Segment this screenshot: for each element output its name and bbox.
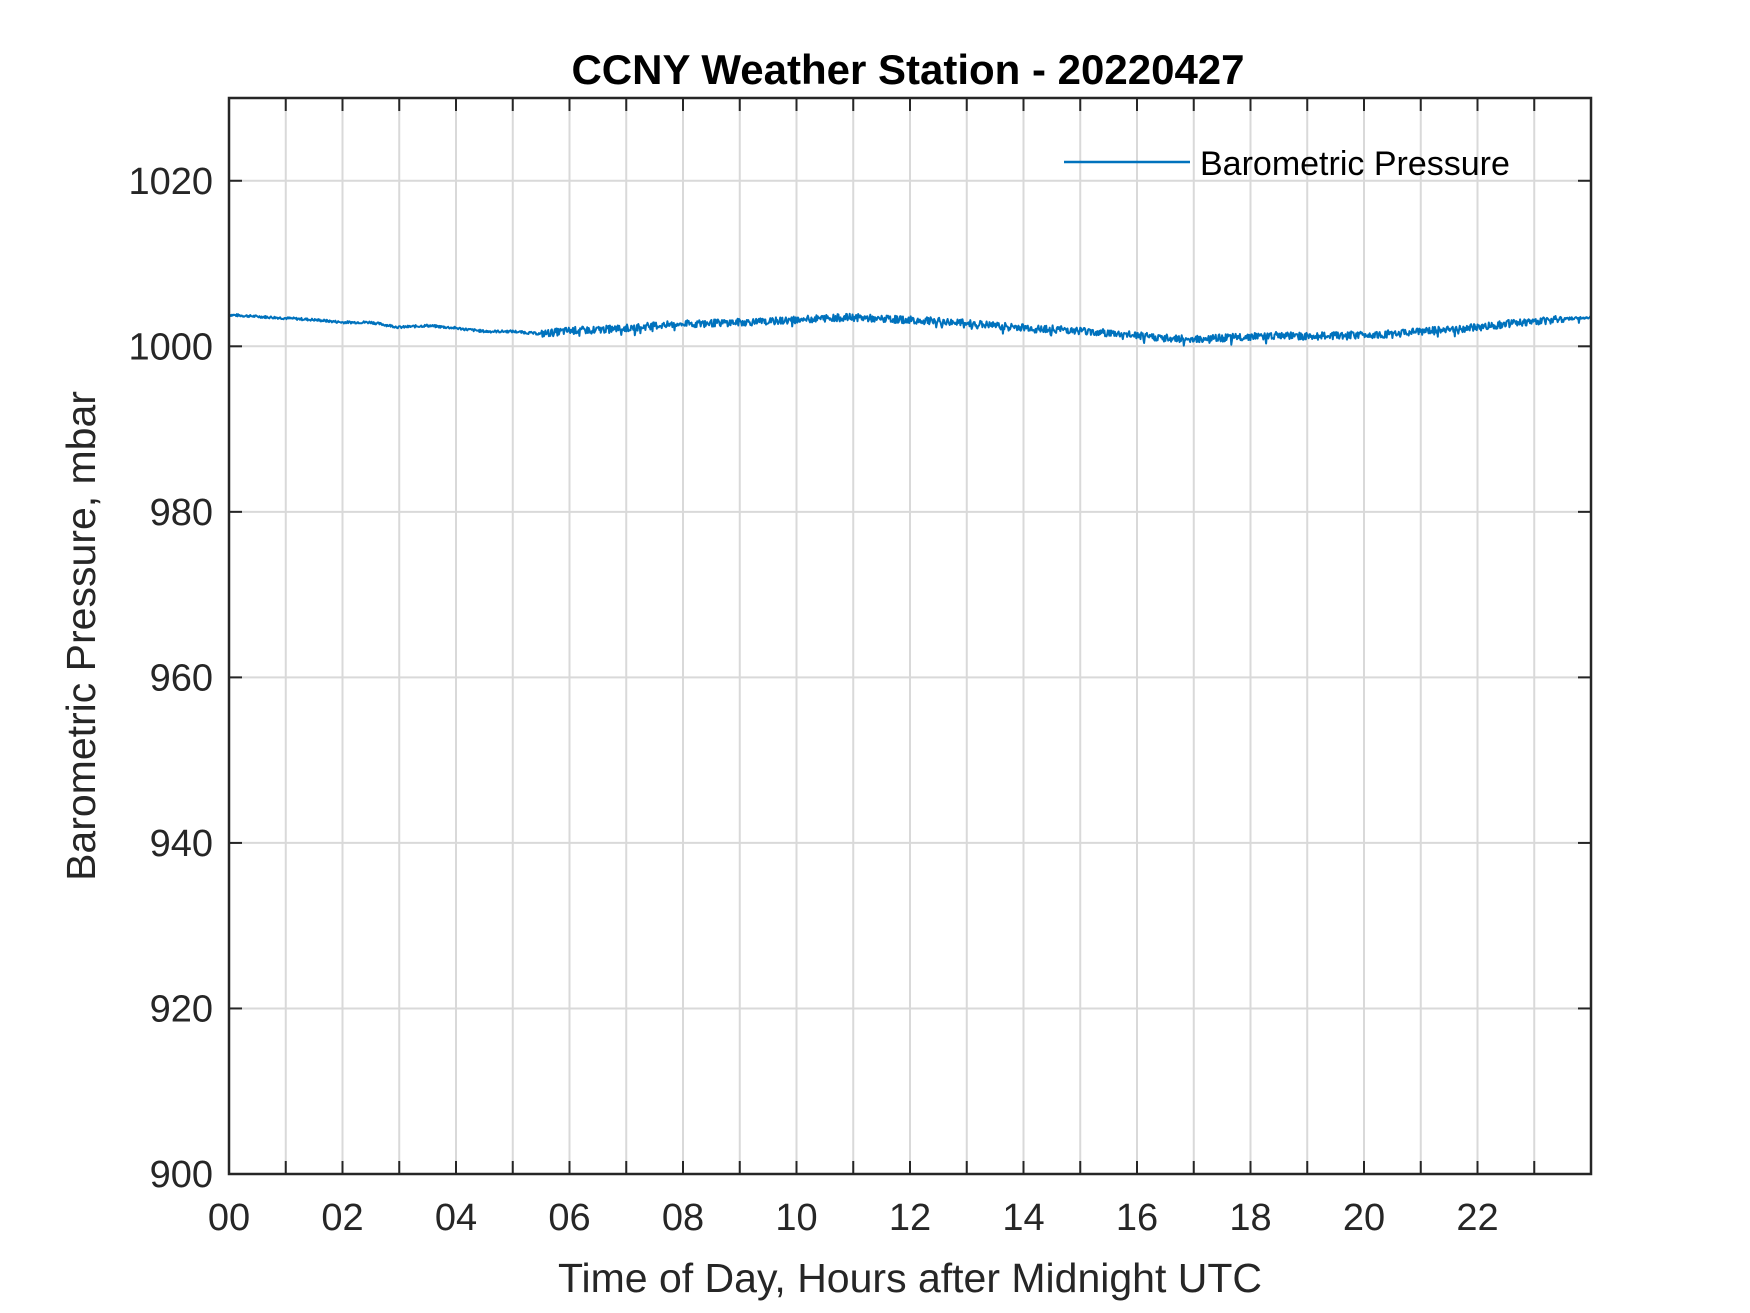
y-axis-label: Barometric Pressure, mbar [58,391,104,881]
axis-ticks [229,98,1591,1174]
x-axis-tick-labels: 00 02 04 06 08 10 12 14 16 18 20 22 [208,1197,1499,1239]
x-tick-label: 14 [1002,1197,1044,1239]
x-tick-label: 16 [1116,1197,1158,1239]
legend-label-barometric-pressure: Barometric Pressure [1200,145,1510,183]
y-tick-label: 960 [150,657,213,699]
x-tick-label: 00 [208,1197,250,1239]
x-tick-label: 04 [435,1197,477,1239]
legend: Barometric Pressure [1064,145,1510,183]
x-tick-label: 20 [1343,1197,1385,1239]
y-tick-label: 980 [150,492,213,534]
grid-lines [229,98,1591,1174]
y-tick-label: 1020 [128,161,213,203]
chart-title: CCNY Weather Station - 20220427 [571,46,1244,93]
y-axis-tick-labels: 900 920 940 960 980 1000 1020 [128,161,213,1196]
series-line-barometric-pressure [228,312,1592,347]
x-tick-label: 02 [321,1197,363,1239]
x-tick-label: 06 [548,1197,590,1239]
x-tick-label: 08 [662,1197,704,1239]
x-tick-label: 22 [1456,1197,1498,1239]
y-tick-label: 900 [150,1154,213,1196]
x-tick-label: 10 [775,1197,817,1239]
series-layer [228,312,1592,347]
y-tick-label: 920 [150,988,213,1030]
x-axis-label: Time of Day, Hours after Midnight UTC [558,1255,1262,1301]
y-tick-label: 1000 [128,326,213,368]
y-tick-label: 940 [150,823,213,865]
x-tick-label: 12 [889,1197,931,1239]
x-tick-label: 18 [1229,1197,1271,1239]
